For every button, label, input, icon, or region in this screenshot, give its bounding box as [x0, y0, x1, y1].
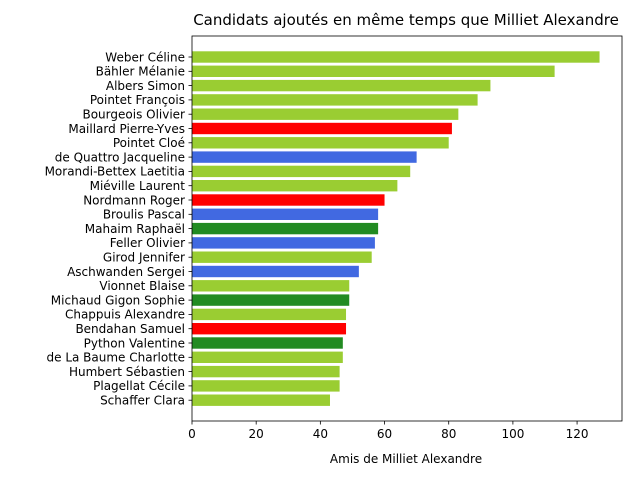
x-axis-ticks: 0 20 40 60 80 100 120 [188, 421, 589, 441]
x-tick-label: 20 [249, 427, 264, 441]
bar [192, 380, 340, 392]
bar [192, 308, 347, 321]
chart-title: Candidats ajoutés en même temps que Mill… [193, 11, 619, 29]
y-tick-label: Schaffer Clara [100, 394, 185, 408]
x-tick-label: 100 [501, 427, 524, 441]
y-tick-label: Python Valentine [84, 336, 185, 350]
x-tick-label: 0 [188, 427, 196, 441]
bar [192, 280, 350, 292]
y-tick-label: Plagellat Cécile [93, 379, 185, 393]
y-tick-label: Pointet Cloé [113, 136, 185, 150]
bar [192, 237, 375, 249]
y-tick-label: Aschwanden Sergei [67, 265, 185, 279]
x-tick-label: 60 [377, 427, 392, 441]
bar [192, 180, 398, 192]
y-tick-label: Humbert Sébastien [69, 365, 185, 379]
bar [192, 294, 350, 306]
y-tick-label: de Quattro Jacqueline [55, 150, 185, 164]
y-tick-label: Nordmann Roger [83, 193, 185, 207]
bar [192, 323, 347, 335]
y-tick-label: Morandi-Bettex Laetitia [45, 165, 185, 179]
y-tick-label: Albers Simon [106, 79, 185, 93]
y-tick-label: Pointet François [90, 93, 185, 107]
bar [192, 265, 359, 278]
y-tick-label: Bähler Mélanie [96, 65, 185, 79]
bar [192, 365, 340, 378]
axes-frame [191, 35, 623, 422]
y-tick-label: Girod Jennifer [103, 251, 185, 265]
bar [192, 194, 385, 206]
bars-group [192, 51, 600, 406]
x-tick-label: 120 [566, 427, 589, 441]
y-tick-label: de La Baume Charlotte [47, 351, 186, 365]
y-tick-label: Mahaim Raphaël [85, 222, 185, 236]
x-axis-label: Amis de Milliet Alexandre [330, 452, 482, 466]
y-tick-label: Miéville Laurent [90, 179, 186, 193]
y-tick-label: Broulis Pascal [103, 208, 185, 222]
bar [192, 394, 330, 406]
plot-frame [191, 35, 623, 422]
bar [192, 122, 452, 135]
bar [192, 337, 343, 349]
y-tick-label: Chappuis Alexandre [65, 308, 185, 322]
bar [192, 79, 491, 92]
y-tick-label: Michaud Gigon Sophie [51, 293, 185, 307]
bar [192, 151, 417, 163]
bar [192, 208, 379, 220]
bar [192, 51, 600, 63]
bar [192, 65, 555, 77]
bar [192, 108, 459, 120]
bar [192, 137, 449, 149]
bar [192, 351, 343, 363]
bar [192, 251, 372, 263]
y-tick-label: Weber Céline [105, 50, 185, 64]
y-tick-label: Bourgeois Olivier [82, 108, 185, 122]
y-tick-label: Vionnet Blaise [99, 279, 185, 293]
y-tick-label: Bendahan Samuel [75, 322, 185, 336]
bar [192, 165, 411, 178]
y-tick-label: Maillard Pierre-Yves [68, 122, 185, 136]
bar [192, 222, 379, 235]
x-tick-label: 80 [441, 427, 456, 441]
x-tick-label: 40 [313, 427, 328, 441]
bar [192, 94, 478, 106]
y-tick-label: Feller Olivier [110, 236, 185, 250]
